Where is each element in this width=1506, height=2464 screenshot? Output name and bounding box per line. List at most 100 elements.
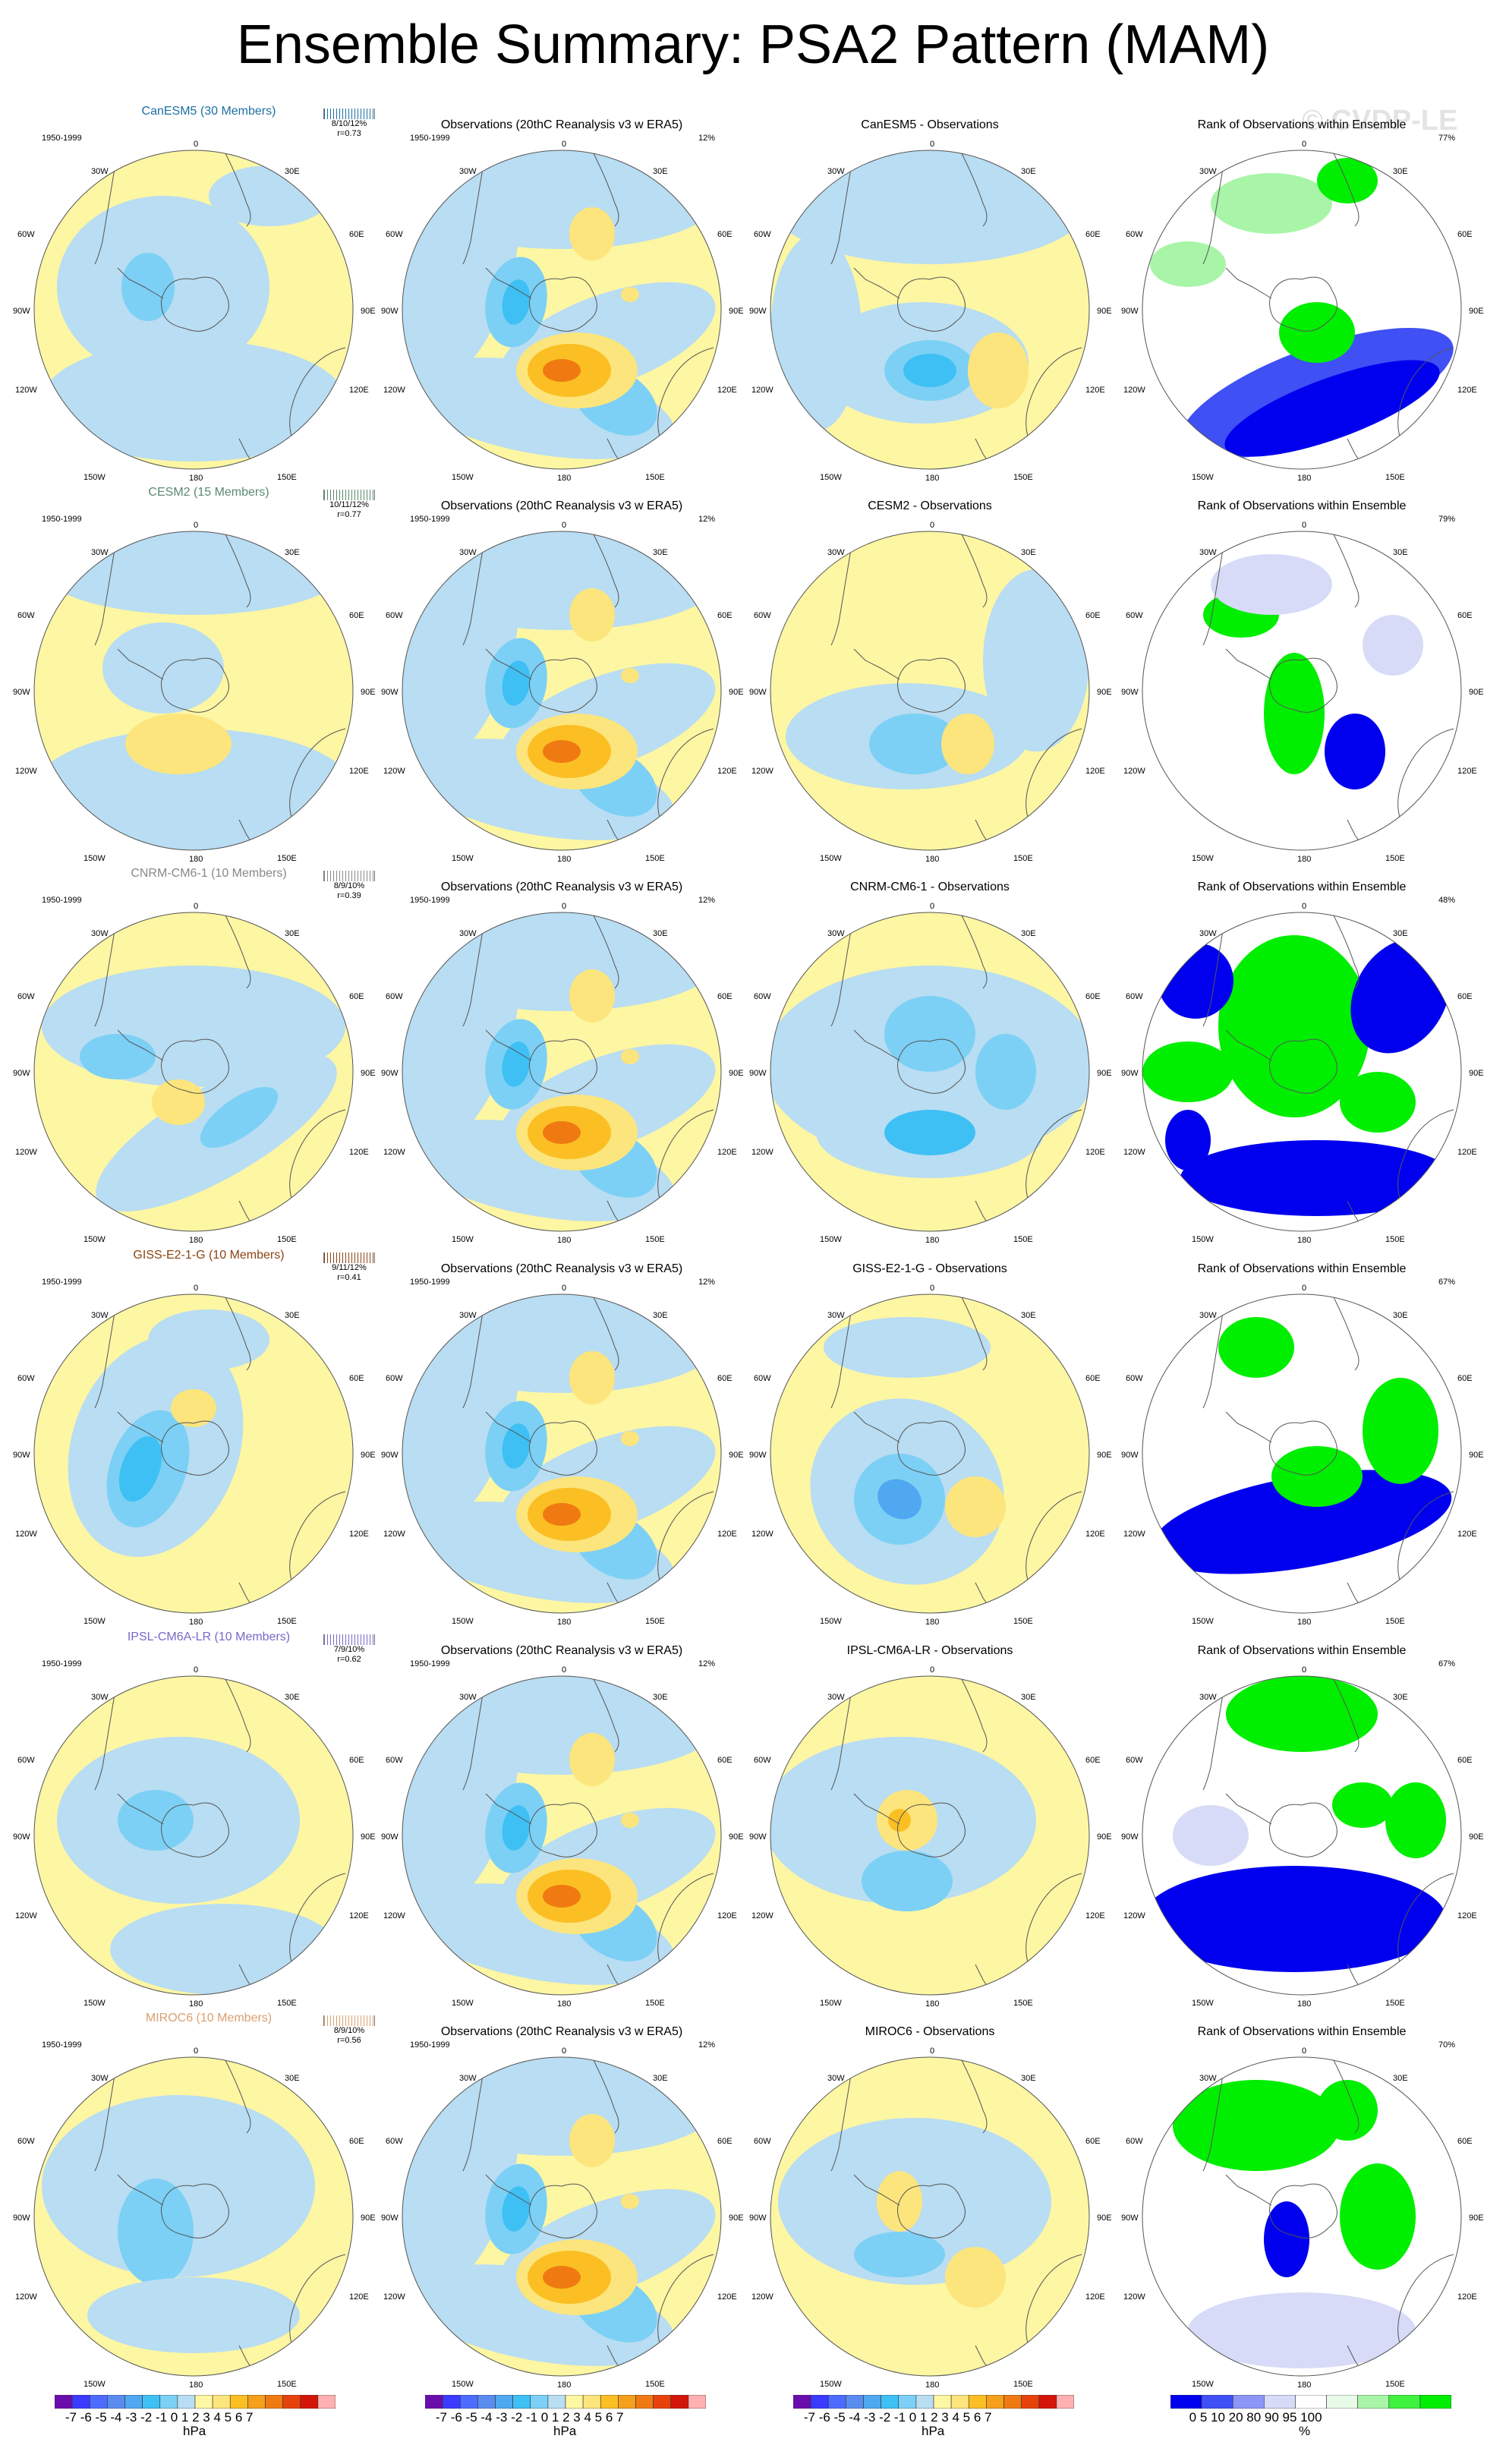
south-america-coastline (1202, 1676, 1227, 1791)
longitude-label-r3: 90E (1469, 1069, 1484, 1078)
longitude-label-l4: 120W (751, 1530, 773, 1539)
colorbar-swatch (670, 2395, 689, 2409)
contour-region (621, 1049, 639, 1064)
longitude-label-l3: 90W (749, 688, 767, 697)
map-border (33, 531, 354, 851)
longitude-label-r4: 120E (1085, 386, 1105, 395)
colorbar-swatch (635, 2395, 654, 2409)
longitude-label-l2: 60W (1126, 1374, 1143, 1383)
stats-percent: 8/10/12% (331, 119, 367, 128)
antarctica-coastline (161, 1420, 229, 1476)
contour-region (1363, 615, 1423, 676)
rank-percent: 70% (1438, 2040, 1456, 2050)
map-border (770, 531, 1090, 851)
longitude-label-l5: 150W (1192, 1617, 1214, 1626)
longitude-label-bottom: 180 (1297, 855, 1312, 864)
contour-region (1152, 1470, 1452, 1574)
longitude-label-l5: 150W (820, 1999, 842, 2008)
contour-region (569, 2114, 615, 2167)
longitude-label-top: 0 (562, 2047, 567, 2056)
longitude-label-bottom: 180 (189, 2381, 203, 2390)
longitude-label-r5: 150E (1013, 1235, 1033, 1244)
peninsula-coastline (485, 1029, 532, 1061)
contour-region (1173, 2080, 1340, 2171)
longitude-label-l1: 30W (827, 1693, 845, 1702)
longitude-label-r2: 60E (1085, 611, 1101, 620)
longitude-label-l4: 120W (383, 767, 405, 776)
antarctica-coastline (897, 657, 966, 713)
peninsula-coastline (853, 267, 900, 299)
longitude-label-l3: 90W (381, 2214, 399, 2223)
longitude-label-top: 0 (930, 902, 935, 911)
longitude-label-r2: 60E (1457, 992, 1473, 1001)
diff-panel-title: GISS-E2-1-G - Observations (852, 1262, 1007, 1275)
peninsula-coastline (485, 2174, 532, 2206)
australia-coastline (1397, 347, 1454, 440)
longitude-label-top: 0 (1302, 1665, 1307, 1675)
contour-region (1218, 1317, 1294, 1378)
map-border (402, 531, 722, 851)
longitude-label-r5: 150E (645, 1999, 665, 2008)
africa-coastline (1331, 1294, 1359, 1371)
longitude-label-l3: 90W (13, 1069, 30, 1078)
colorbar-swatch (55, 2395, 73, 2409)
longitude-label-l1: 30W (91, 2074, 109, 2083)
longitude-label-l1: 30W (91, 1693, 109, 1702)
longitude-label-r3: 90E (361, 1451, 376, 1460)
rank-panel-title: Rank of Observations within Ensemble (1197, 1644, 1407, 1657)
antarctica-coastline (897, 1420, 966, 1476)
longitude-label-l5: 150W (1192, 854, 1214, 863)
longitude-label-l3: 90W (13, 1451, 30, 1460)
colorbar-swatch (89, 2395, 108, 2409)
map-border (402, 912, 722, 1232)
longitude-label-l2: 60W (754, 992, 771, 1001)
longitude-label-l5: 150W (452, 1617, 474, 1626)
longitude-label-bottom: 180 (925, 474, 940, 483)
ensemble-spread-ticks (323, 490, 375, 500)
longitude-label-r4: 120E (1457, 767, 1477, 776)
longitude-label-l3: 90W (749, 1832, 767, 1842)
period-label: 1950-1999 (42, 134, 82, 143)
contour-region (983, 569, 1089, 751)
longitude-label-l3: 90W (1121, 688, 1139, 697)
australia-coastline (1026, 2254, 1082, 2346)
longitude-label-bottom: 180 (557, 1618, 572, 1627)
contour-region (42, 2095, 315, 2277)
contour-region (975, 1034, 1036, 1110)
longitude-label-l3: 90W (381, 688, 399, 697)
longitude-label-top: 0 (194, 140, 199, 149)
colorbar-swatch (1264, 2395, 1296, 2409)
ensemble-stats: 10/11/12% r=0.77 (319, 490, 380, 520)
longitude-label-r5: 150E (1385, 1999, 1405, 2008)
longitude-label-r3: 90E (361, 2214, 376, 2223)
contour-region (1226, 1676, 1378, 1752)
longitude-label-r4: 120E (349, 1911, 369, 1920)
antarctica-coastline (161, 276, 229, 332)
longitude-label-l5: 150W (1192, 1235, 1214, 1244)
contour-region (1317, 2080, 1378, 2141)
antarctica-coastline (161, 657, 229, 713)
stats-percent: 7/9/10% (333, 1645, 365, 1654)
longitude-label-r5: 150E (1013, 854, 1033, 863)
longitude-label-r2: 60E (1457, 2137, 1473, 2146)
contour-region (941, 714, 994, 774)
longitude-label-l4: 120W (1123, 2292, 1145, 2302)
map-border (33, 2056, 354, 2377)
longitude-label-top: 0 (930, 1284, 935, 1293)
south-america-coastline (462, 150, 487, 265)
longitude-label-l5: 150W (83, 854, 106, 863)
longitude-label-r5: 150E (1013, 473, 1033, 482)
australia-coastline (289, 2254, 346, 2346)
longitude-label-top: 0 (930, 1665, 935, 1675)
longitude-label-r4: 120E (717, 386, 737, 395)
diff-map-4 (770, 1675, 1090, 1996)
obs-percent: 12% (698, 2040, 716, 2050)
peninsula-coastline (485, 1411, 532, 1443)
south-america-coastline (462, 2057, 487, 2172)
ensemble-stats: 8/9/10% r=0.39 (319, 871, 380, 901)
contour-region (770, 234, 862, 431)
longitude-label-l5: 150W (820, 854, 842, 863)
australia-coastline (1397, 728, 1454, 821)
longitude-label-l4: 120W (751, 386, 773, 395)
longitude-label-r3: 90E (729, 1069, 744, 1078)
